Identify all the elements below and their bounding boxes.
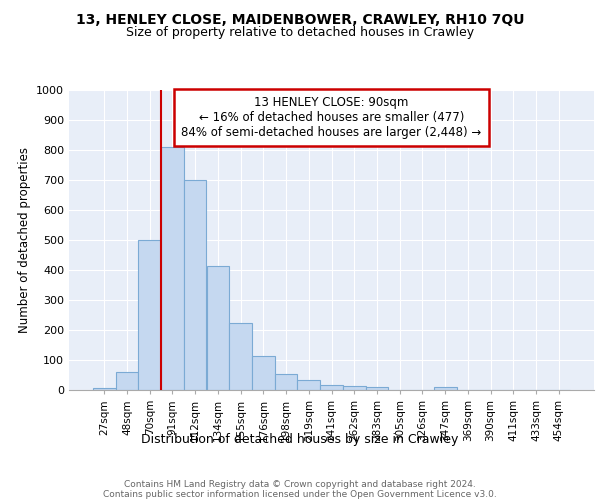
Bar — [139, 240, 161, 390]
Bar — [343, 386, 365, 390]
Bar — [275, 374, 298, 390]
Bar — [229, 322, 252, 390]
Text: 13 HENLEY CLOSE: 90sqm
← 16% of detached houses are smaller (477)
84% of semi-de: 13 HENLEY CLOSE: 90sqm ← 16% of detached… — [181, 96, 482, 139]
Y-axis label: Number of detached properties: Number of detached properties — [17, 147, 31, 333]
Bar — [116, 372, 139, 390]
Bar — [298, 380, 320, 390]
Text: Size of property relative to detached houses in Crawley: Size of property relative to detached ho… — [126, 26, 474, 39]
Bar — [184, 180, 206, 390]
Text: Distribution of detached houses by size in Crawley: Distribution of detached houses by size … — [142, 432, 458, 446]
Bar — [252, 356, 275, 390]
Bar — [365, 387, 388, 390]
Text: 13, HENLEY CLOSE, MAIDENBOWER, CRAWLEY, RH10 7QU: 13, HENLEY CLOSE, MAIDENBOWER, CRAWLEY, … — [76, 12, 524, 26]
Bar — [93, 388, 116, 390]
Text: Contains HM Land Registry data © Crown copyright and database right 2024.
Contai: Contains HM Land Registry data © Crown c… — [103, 480, 497, 500]
Bar — [206, 266, 229, 390]
Bar — [434, 387, 457, 390]
Bar — [161, 147, 184, 390]
Bar — [320, 384, 343, 390]
